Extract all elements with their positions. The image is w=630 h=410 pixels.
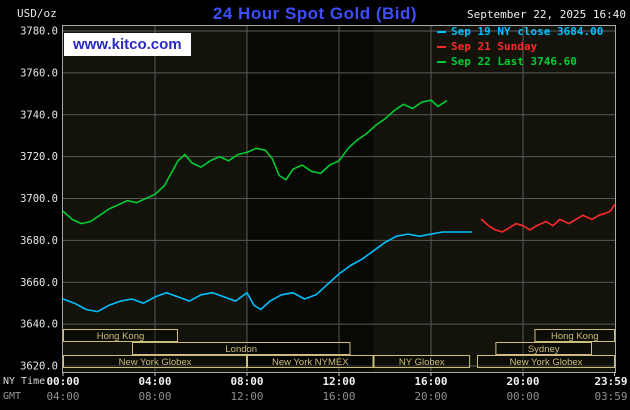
session-label: Hong Kong	[551, 331, 599, 342]
legend-dash-icon	[437, 61, 446, 63]
session-box	[63, 329, 178, 342]
session-label: New York Globex	[119, 357, 192, 368]
x-axis-gmt-label: 00:00	[506, 390, 539, 403]
x-axis-ny-label: 04:00	[138, 375, 171, 388]
chart-datetime: September 22, 2025 16:40	[467, 8, 626, 21]
session-label: New York Globex	[510, 357, 583, 368]
x-axis-gmt-label: 20:00	[414, 390, 447, 403]
x-axis-gmt-label: 16:00	[322, 390, 355, 403]
legend-label: Sep 21 Sunday	[451, 40, 538, 53]
legend-label: Sep 22 Last 3746.60	[451, 55, 577, 68]
x-axis-ny-label: 16:00	[414, 375, 447, 388]
y-axis-tick-label: 3620.0	[20, 361, 58, 373]
x-axis-ny-label: 00:00	[46, 375, 79, 388]
x-axis-ny-label: 23:59	[594, 375, 627, 388]
session-label: New York NYMEX	[272, 357, 349, 368]
session-label: Hong Kong	[97, 331, 145, 342]
session-box	[247, 355, 374, 368]
x-axis-gmt-label: 03:59	[594, 390, 627, 403]
y-axis-tick-label: 3720.0	[20, 151, 58, 163]
session-box	[132, 342, 351, 355]
x-axis-ny-label: 08:00	[230, 375, 263, 388]
session-box	[534, 329, 615, 342]
y-axis-tick-label: 3740.0	[20, 109, 58, 121]
legend-dash-icon	[437, 46, 446, 48]
y-axis-unit-label: USD/oz	[17, 7, 57, 20]
legend-item-sep22: Sep 22 Last 3746.60	[437, 55, 603, 70]
legend-dash-icon	[437, 31, 446, 33]
y-axis-tick-label: 3640.0	[20, 319, 58, 331]
x-axis-gmt-label: 12:00	[230, 390, 263, 403]
ny-time-row-label: NY Time	[3, 376, 46, 387]
session-box	[63, 355, 247, 368]
session-label: London	[225, 344, 257, 355]
page-title: 24 Hour Spot Gold (Bid)	[212, 4, 418, 23]
x-axis-ny-label: 12:00	[322, 375, 355, 388]
session-label: NY Globex	[399, 357, 445, 368]
y-axis-tick-label: 3760.0	[20, 67, 58, 79]
price-line-sep21	[480, 204, 616, 233]
price-line-sep19	[62, 231, 473, 313]
session-box	[477, 355, 615, 368]
y-axis-tick-label: 3680.0	[20, 235, 58, 247]
kitco-logo-link[interactable]: www.kitco.com	[64, 33, 191, 56]
legend-item-sep19: Sep 19 NY close 3684.00	[437, 25, 603, 40]
x-axis-ny-label: 20:00	[506, 375, 539, 388]
legend-label: Sep 19 NY close 3684.00	[451, 25, 604, 38]
session-box	[373, 355, 471, 368]
x-axis-gmt-label: 04:00	[46, 390, 79, 403]
legend-item-sep21: Sep 21 Sunday	[437, 40, 603, 55]
x-axis-gmt-label: 08:00	[138, 390, 171, 403]
y-axis-tick-label: 3660.0	[20, 277, 58, 289]
y-axis-tick-label: 3700.0	[20, 193, 58, 205]
gmt-row-label: GMT	[3, 391, 22, 402]
legend: Sep 19 NY close 3684.00 Sep 21 Sunday Se…	[437, 25, 603, 70]
session-label: Sydney	[528, 344, 560, 355]
price-line-sep22	[62, 99, 448, 225]
y-axis-tick-label: 3780.0	[20, 26, 58, 38]
session-box	[495, 342, 592, 355]
